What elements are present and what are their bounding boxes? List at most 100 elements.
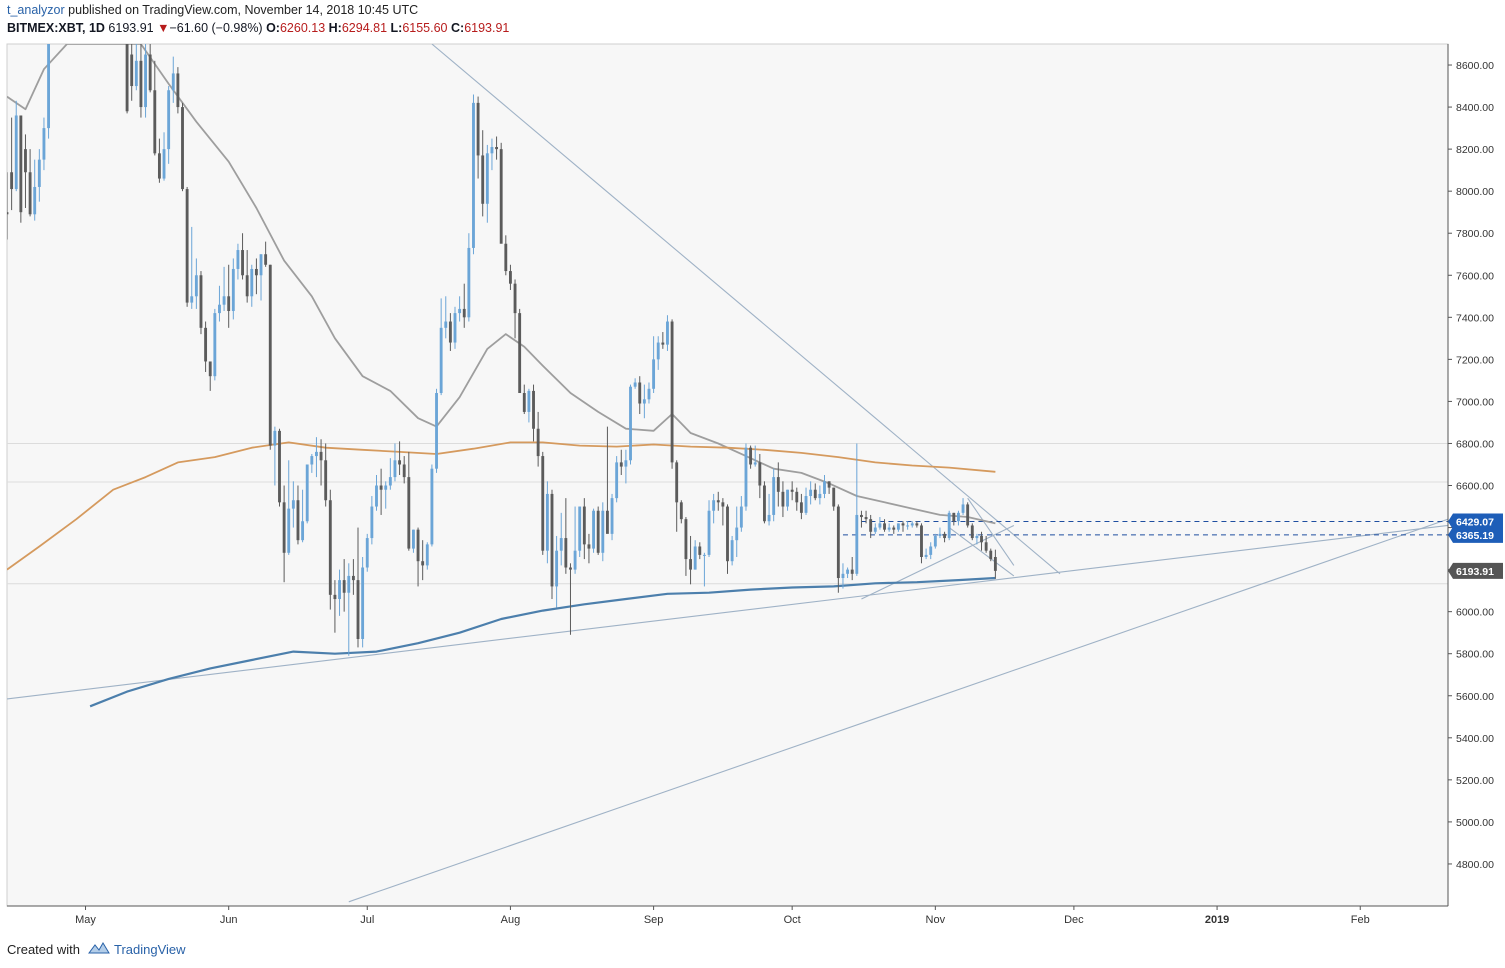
candle [993, 549, 997, 579]
candle [10, 117, 14, 211]
candle-body [347, 575, 351, 593]
candle-body [47, 44, 50, 129]
high-label: H: [328, 21, 342, 35]
candle-body [601, 510, 605, 553]
candle [730, 535, 734, 566]
candle-body [550, 493, 554, 587]
trendline [348, 518, 1448, 903]
candle-body [388, 477, 392, 486]
candle-body [393, 460, 397, 478]
price-tag-label: 6429.07 [1456, 516, 1494, 528]
price-tick-label: 7200.00 [1456, 354, 1494, 366]
candle [153, 60, 157, 156]
candle [943, 531, 947, 543]
price-chart[interactable]: 4800.00 5000.00 5200.00 5400.00 5600.00 5800.… [0, 0, 1505, 940]
candle-body [855, 514, 859, 574]
candle-body [832, 487, 836, 507]
candle-body [956, 512, 960, 522]
candle-body [684, 519, 688, 560]
candle-body [873, 527, 877, 532]
candle [758, 453, 762, 499]
candle [508, 264, 512, 290]
candle [7, 172, 9, 240]
candle [287, 460, 291, 555]
candle-body [218, 304, 221, 314]
tradingview-logo-icon[interactable] [87, 941, 110, 958]
candle-body [776, 477, 780, 492]
candle-body [629, 386, 632, 461]
candle [666, 315, 669, 351]
candle [430, 464, 434, 547]
candle-body [993, 556, 997, 571]
candle-body [508, 271, 512, 284]
candle [892, 525, 896, 534]
candle [827, 481, 831, 494]
candle-body [615, 462, 619, 499]
price-tag-label: 6193.91 [1456, 566, 1494, 578]
candle [315, 437, 318, 478]
candle-body [915, 523, 919, 526]
candle [416, 527, 420, 587]
trendline [861, 524, 1015, 600]
candle [213, 308, 217, 381]
candle [444, 296, 448, 339]
candle [324, 443, 328, 507]
footer: Created with TradingView [7, 941, 186, 958]
candle-body [827, 481, 831, 488]
high-value: 6294.81 [341, 21, 388, 35]
candle [767, 493, 771, 526]
candle-body [947, 512, 951, 539]
price-tag-background [1448, 562, 1503, 579]
candle [841, 563, 845, 589]
candle [393, 443, 397, 482]
time-tick-label: Aug [501, 914, 521, 926]
candle [823, 475, 826, 499]
candle-body [181, 107, 184, 190]
candle-body [291, 500, 295, 509]
candle-body [134, 60, 138, 87]
author-link[interactable]: t_analyzor [7, 3, 65, 17]
tradingview-brand-link[interactable]: TradingView [113, 942, 186, 957]
candle-body [661, 342, 665, 345]
candle-body [176, 73, 180, 108]
candle-body [818, 493, 822, 499]
candle [296, 485, 300, 545]
price-tick-label: 7800.00 [1456, 228, 1494, 240]
candle-body [305, 464, 309, 522]
candle [799, 493, 803, 520]
candle [398, 441, 402, 475]
candle-body [241, 250, 244, 276]
price-tick-label: 8400.00 [1456, 102, 1494, 114]
price-tag: 6193.91 [1448, 562, 1503, 579]
candle-body [472, 102, 475, 248]
candle-body [670, 321, 674, 463]
created-with-text: Created with [7, 942, 80, 957]
price-tick-label: 6800.00 [1456, 438, 1494, 450]
plot-area[interactable] [6, 43, 1449, 907]
candle [656, 336, 660, 370]
price-tick-label: 6000.00 [1456, 607, 1494, 619]
candle [499, 142, 503, 244]
candle-body [222, 296, 226, 305]
symbol-label: BITMEX:XBT, 1D [7, 21, 105, 35]
candle-body [984, 542, 988, 551]
price-tick-label: 7000.00 [1456, 396, 1494, 408]
candle [624, 449, 628, 484]
candle [693, 540, 697, 570]
candle [157, 138, 161, 183]
candle-body [264, 254, 268, 265]
candle [675, 460, 679, 532]
time-tick-label: Dec [1064, 914, 1084, 926]
candle-body [619, 462, 623, 467]
candle [361, 556, 365, 648]
candle-body [328, 500, 332, 595]
candle-body [125, 44, 129, 112]
trendline [431, 44, 1061, 575]
candle-body [199, 275, 203, 328]
candle [910, 521, 914, 528]
candle [906, 521, 910, 530]
candle [467, 233, 471, 322]
candle-body [642, 399, 646, 404]
candle [929, 542, 933, 560]
candle-body [744, 447, 748, 507]
